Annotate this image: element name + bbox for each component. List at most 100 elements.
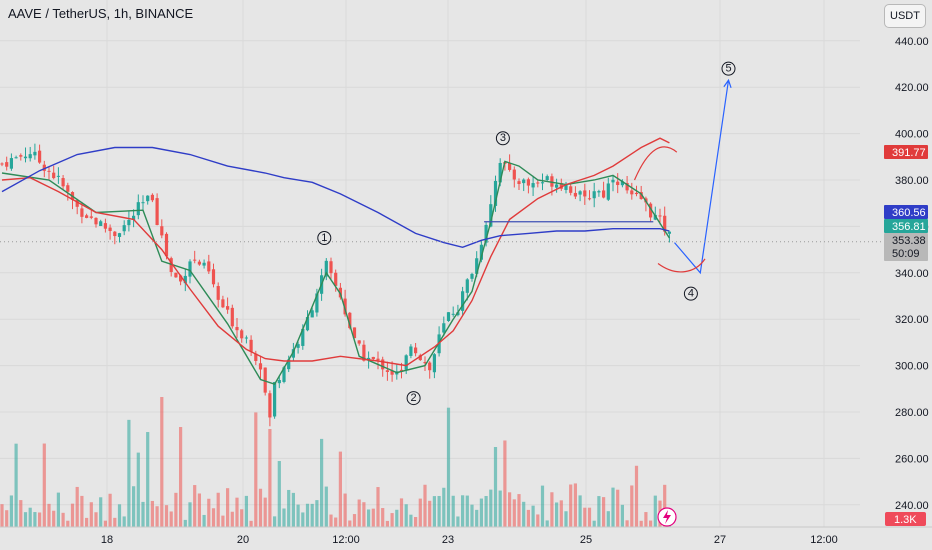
x-tick-label: 12:00 (332, 534, 360, 546)
candle (273, 381, 277, 419)
volume-bar (569, 484, 573, 527)
volume-bar (573, 483, 577, 527)
volume-bar (508, 492, 512, 527)
candle (465, 278, 469, 301)
volume-bar (352, 514, 357, 527)
candle (602, 181, 606, 199)
volume-bar (625, 520, 629, 527)
candle (211, 263, 216, 288)
volume-bar (320, 438, 324, 527)
candle (592, 182, 596, 208)
volume-bars (0, 397, 671, 527)
volume-bar (150, 500, 154, 527)
candle (517, 178, 521, 190)
volume-bar (296, 504, 300, 527)
candle (174, 272, 178, 278)
x-tick-label: 27 (714, 534, 726, 546)
candle (183, 269, 187, 292)
candle (193, 250, 197, 264)
candle (207, 254, 211, 274)
candle (287, 355, 291, 373)
candle (310, 307, 314, 318)
volume-bar (174, 492, 178, 527)
volume-bar (136, 452, 140, 527)
volume-bar (221, 515, 225, 527)
candle (33, 143, 37, 160)
volume-bar (399, 498, 404, 527)
candle (61, 175, 65, 190)
volume-bar (324, 486, 328, 527)
volume-bar (371, 508, 375, 527)
candle (573, 186, 577, 200)
candle (564, 181, 568, 194)
candle (531, 175, 535, 197)
volume-bar (207, 498, 211, 527)
candle (117, 232, 122, 243)
volume-bar (442, 487, 446, 527)
candle (653, 206, 657, 221)
volume-bar (226, 488, 230, 527)
candle (85, 213, 89, 219)
volume-bar (183, 519, 187, 527)
volume-bar (235, 497, 239, 527)
candle (597, 189, 601, 197)
candle (451, 306, 455, 317)
candle (99, 219, 103, 227)
candle (38, 144, 42, 164)
volume-bar (329, 514, 333, 527)
volume-bar (75, 486, 79, 527)
volume-bar (141, 501, 145, 527)
candle (268, 390, 272, 427)
candle (141, 195, 145, 210)
volume-bar (475, 509, 479, 527)
volume-bar (122, 516, 126, 527)
candle (357, 340, 361, 346)
candle (578, 190, 582, 202)
currency-button[interactable]: USDT (884, 4, 926, 28)
candle (616, 173, 620, 194)
candle (540, 173, 545, 191)
ma-line (1, 137, 670, 367)
volume-bar (536, 514, 540, 527)
volume-bar (503, 440, 507, 527)
volume-bar (456, 516, 460, 527)
candle (226, 297, 230, 314)
volume-bar (592, 520, 596, 527)
svg-text:3: 3 (500, 132, 506, 144)
volume-bar (522, 501, 526, 527)
volume-bar (414, 517, 418, 527)
volume-bar (70, 503, 75, 527)
volume-bar (616, 489, 620, 527)
wave-labels: 1 2 3 4 5 (317, 61, 736, 406)
volume-bar (423, 484, 427, 527)
price-axis[interactable]: 440.00420.00400.00380.00360.00340.00320.… (895, 36, 929, 512)
volume-bar (287, 489, 291, 527)
x-tick-label: 25 (580, 534, 592, 546)
candle (305, 310, 310, 332)
volume-bar (493, 447, 498, 527)
candle (216, 282, 220, 308)
volume-bar (23, 512, 28, 527)
volume-bar (197, 493, 201, 527)
volume-bar (132, 486, 136, 527)
candle (428, 361, 432, 379)
candle (169, 256, 173, 277)
volume-bar (418, 498, 422, 527)
candle (52, 165, 56, 180)
lightning-icon[interactable] (657, 507, 677, 527)
volume-bar (52, 510, 56, 527)
x-tick-label: 12:00 (810, 534, 838, 546)
svg-text:356.81: 356.81 (892, 221, 926, 233)
projection-curve (657, 258, 706, 273)
time-axis[interactable]: 18 20 12:00 23 25 27 12:00 (0, 526, 932, 546)
volume-bar (164, 505, 169, 527)
candle (122, 220, 126, 236)
wave-label: 3 (495, 131, 510, 146)
candle (5, 156, 9, 171)
candle (160, 219, 164, 239)
volume-bar (357, 499, 361, 527)
volume-bar (461, 495, 465, 527)
y-tick-label: 420.00 (895, 82, 929, 94)
